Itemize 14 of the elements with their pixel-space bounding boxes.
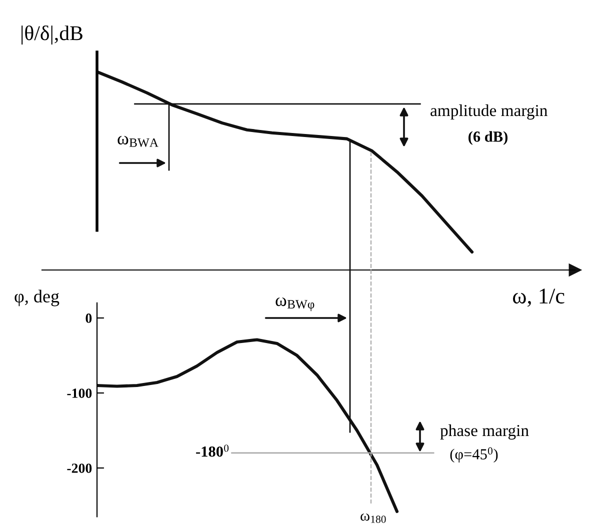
y-axis-title: |θ/δ|,dB	[22, 25, 82, 45]
annotation: ω$_{180}$	[360, 513, 386, 523]
y-tick-label: -100	[67, 388, 92, 398]
y-axis-title: φ, deg	[14, 290, 60, 306]
ref-line-label: -180$^{0}$	[196, 444, 229, 457]
text: phase margin	[440, 424, 529, 440]
text: (φ=45$^{0}$)	[450, 447, 498, 463]
annotation: (6 dB)	[468, 131, 508, 145]
annotation: ω$_{BWφ}$	[276, 297, 314, 312]
x-axis-title: ω, 1/c	[512, 288, 564, 307]
annotation: amplitude margin	[430, 104, 548, 120]
y-tick-label: -200	[67, 464, 92, 473]
annotation: ω$_{BWA}$	[118, 136, 158, 147]
y-tick-label: 0	[86, 314, 92, 323]
